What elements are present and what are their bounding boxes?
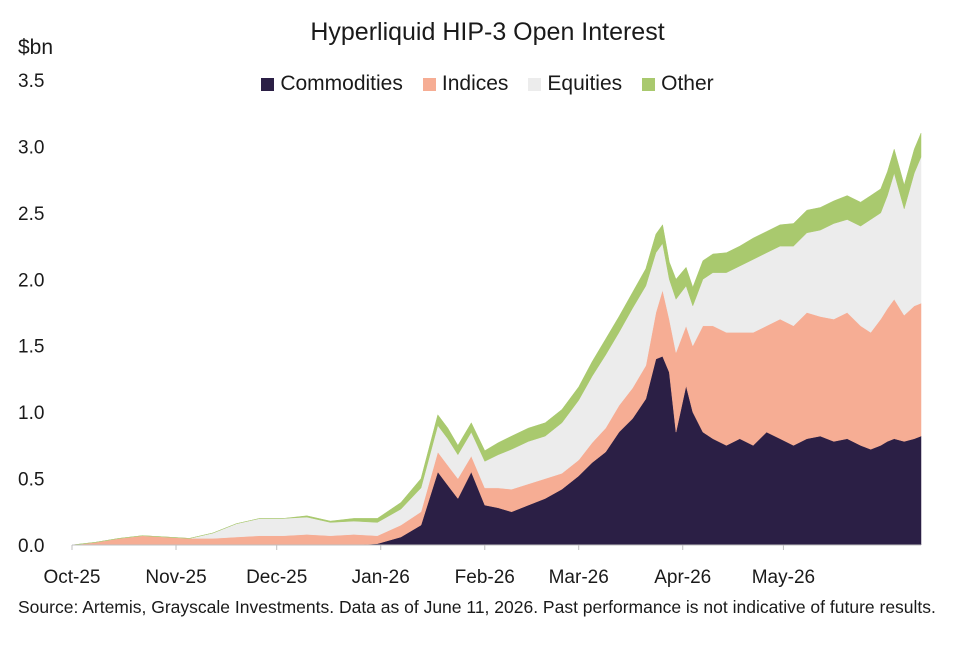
legend-item-equities: Equities (528, 72, 622, 96)
legend-item-commodities: Commodities (261, 72, 403, 96)
chart-title: Hyperliquid HIP-3 Open Interest (310, 18, 665, 46)
x-tick-label: Oct-25 (43, 567, 100, 588)
legend-item-indices: Indices (422, 72, 509, 96)
legend-label-commodities: Commodities (280, 72, 403, 95)
x-tick-label: Feb-26 (455, 567, 515, 588)
y-tick-label: 1.5 (18, 337, 44, 358)
y-axis-unit-label: $bn (18, 36, 54, 59)
legend-label-equities: Equities (547, 72, 623, 95)
legend-label-other: Other (661, 72, 714, 95)
source-note: Source: Artemis, Grayscale Investments. … (18, 597, 936, 617)
series-areas (71, 133, 922, 546)
chart-legend: Commodities Indices Equities Other (0, 72, 975, 96)
y-tick-label: 2.5 (18, 204, 44, 225)
area-other (71, 133, 922, 546)
x-tick-label: Jan-26 (352, 567, 410, 588)
x-tick-label: Apr-26 (654, 567, 711, 588)
legend-label-indices: Indices (441, 72, 509, 95)
legend-swatch-equities (528, 77, 542, 91)
x-tick-label: May-26 (752, 567, 815, 588)
legend-swatch-indices (422, 77, 436, 91)
y-tick-label: 3.5 (18, 71, 44, 92)
x-tick-label: Dec-25 (246, 567, 307, 588)
y-tick-label: 0.5 (18, 470, 44, 491)
y-tick-label: 3.0 (18, 137, 44, 158)
y-tick-label: 2.0 (18, 270, 44, 291)
chart-axes: 0.0 0.5 1.0 1.5 2.0 2.5 3.0 3.5 Oct-25 Nov-25 Dec-… (18, 71, 921, 588)
y-tick-label: 1.0 (18, 403, 44, 424)
x-tick-label: Mar-26 (549, 567, 609, 588)
legend-item-other: Other (642, 72, 714, 96)
legend-swatch-commodities (261, 77, 275, 91)
y-tick-label: 0.0 (18, 536, 44, 557)
x-tick-label: Nov-25 (145, 567, 206, 588)
legend-swatch-other (642, 77, 656, 91)
